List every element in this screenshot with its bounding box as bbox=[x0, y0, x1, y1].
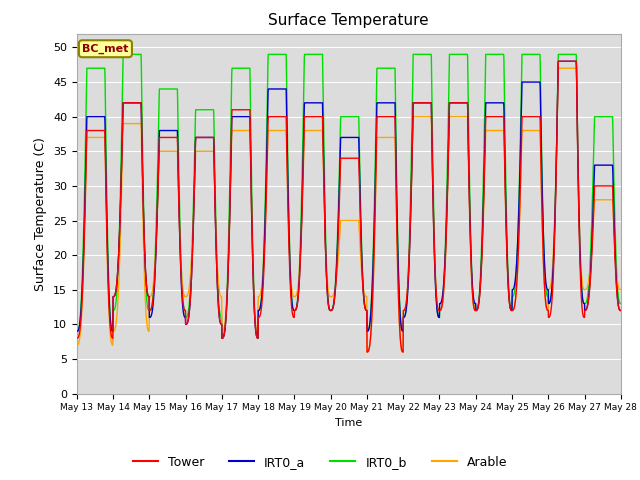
IRT0_a bbox=[365, 327, 372, 333]
IRT0_b bbox=[218, 336, 226, 341]
Arable bbox=[617, 287, 625, 293]
Text: BC_met: BC_met bbox=[82, 44, 129, 54]
Arable bbox=[365, 348, 372, 354]
Arable bbox=[399, 349, 407, 355]
Tower bbox=[507, 307, 515, 313]
IRT0_a bbox=[73, 328, 81, 334]
Line: Arable: Arable bbox=[77, 68, 621, 352]
IRT0_a bbox=[554, 59, 562, 64]
IRT0_b bbox=[365, 326, 372, 332]
Tower bbox=[399, 349, 407, 355]
Tower bbox=[617, 308, 625, 313]
IRT0_a bbox=[376, 100, 384, 106]
IRT0_b bbox=[570, 51, 577, 57]
IRT0_a bbox=[218, 336, 226, 341]
Arable bbox=[73, 342, 81, 348]
Arable bbox=[554, 65, 562, 71]
IRT0_b bbox=[225, 220, 233, 226]
IRT0_b bbox=[617, 300, 625, 306]
Y-axis label: Surface Temperature (C): Surface Temperature (C) bbox=[35, 137, 47, 290]
Line: IRT0_a: IRT0_a bbox=[77, 61, 621, 338]
IRT0_b bbox=[508, 307, 515, 313]
Tower bbox=[73, 336, 81, 341]
Tower bbox=[365, 348, 372, 354]
IRT0_a bbox=[584, 298, 592, 303]
Arable bbox=[225, 258, 232, 264]
Arable bbox=[584, 280, 592, 286]
IRT0_a bbox=[570, 59, 577, 64]
Legend: Tower, IRT0_a, IRT0_b, Arable: Tower, IRT0_a, IRT0_b, Arable bbox=[128, 451, 512, 474]
Line: Tower: Tower bbox=[77, 61, 621, 352]
X-axis label: Time: Time bbox=[335, 418, 362, 428]
IRT0_a bbox=[617, 308, 625, 313]
Line: IRT0_b: IRT0_b bbox=[77, 54, 621, 338]
IRT0_b bbox=[584, 288, 592, 293]
Tower bbox=[376, 114, 384, 120]
Title: Surface Temperature: Surface Temperature bbox=[269, 13, 429, 28]
Tower bbox=[570, 59, 577, 64]
Arable bbox=[376, 134, 384, 140]
Tower bbox=[554, 59, 562, 64]
IRT0_b bbox=[73, 328, 81, 334]
IRT0_a bbox=[225, 250, 232, 255]
Arable bbox=[570, 65, 577, 71]
Tower bbox=[225, 255, 232, 261]
IRT0_a bbox=[507, 307, 515, 313]
Tower bbox=[584, 299, 592, 305]
IRT0_b bbox=[377, 65, 385, 71]
Arable bbox=[507, 307, 515, 313]
IRT0_b bbox=[119, 51, 127, 57]
